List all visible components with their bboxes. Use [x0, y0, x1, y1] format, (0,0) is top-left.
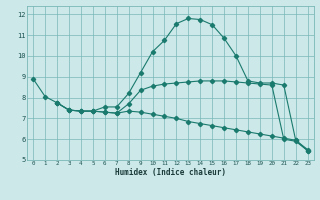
- X-axis label: Humidex (Indice chaleur): Humidex (Indice chaleur): [115, 168, 226, 177]
